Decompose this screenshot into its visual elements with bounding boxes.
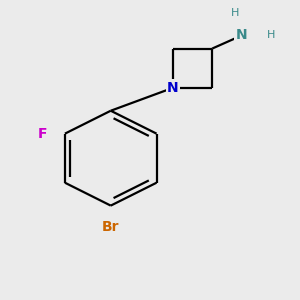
Text: N: N (167, 81, 179, 95)
Text: H: H (231, 8, 239, 18)
Text: N: N (236, 28, 248, 43)
Text: Br: Br (102, 220, 119, 234)
Text: H: H (267, 31, 275, 40)
Text: F: F (37, 127, 47, 141)
